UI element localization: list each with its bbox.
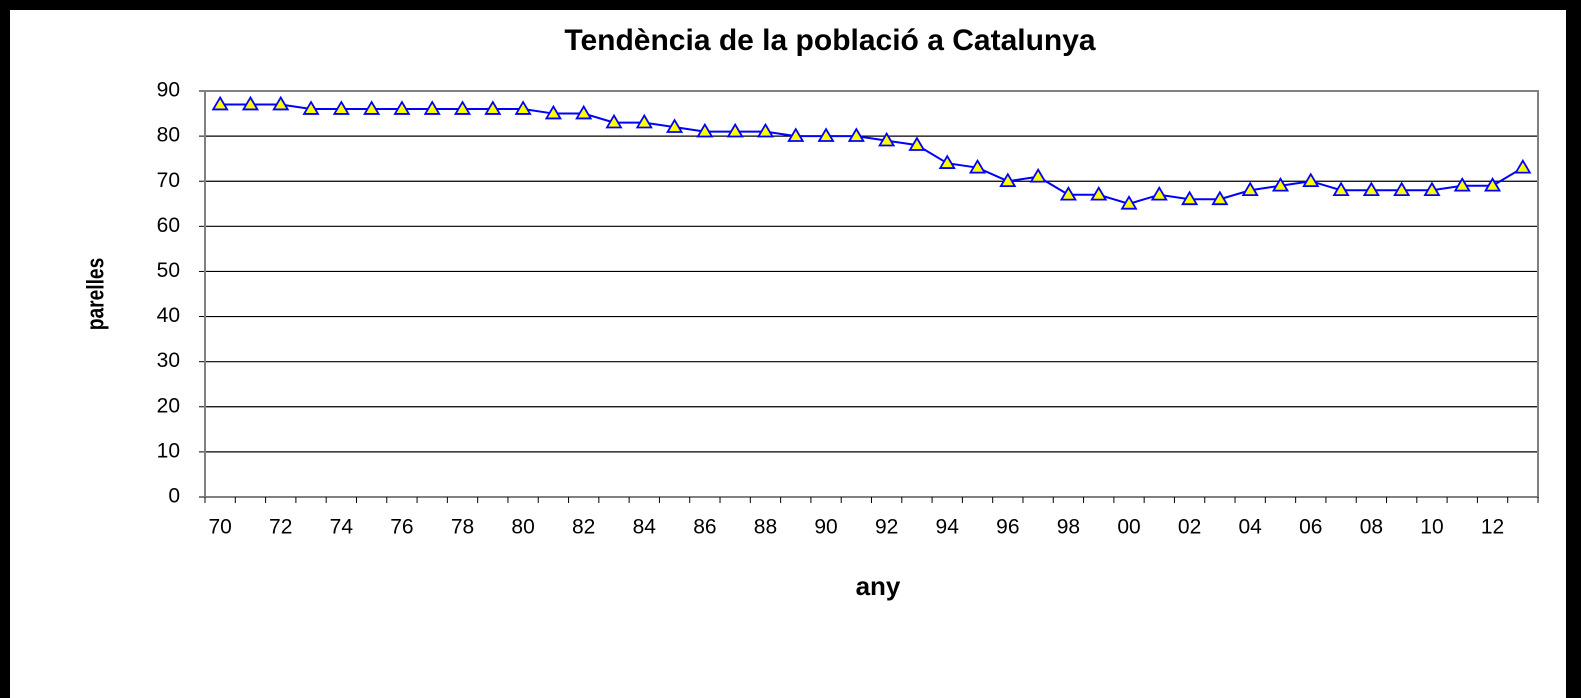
data-marker (666, 118, 684, 133)
y-tick-label: 40 (157, 304, 180, 327)
x-tick-label: 04 (1239, 516, 1263, 539)
x-tick-label: 70 (208, 516, 231, 539)
x-tick-label: 78 (451, 516, 474, 539)
data-marker (1029, 167, 1047, 183)
y-tick-label: 20 (157, 394, 180, 417)
data-marker (1181, 190, 1199, 206)
x-axis-label: any (856, 571, 901, 601)
x-tick-label: 74 (330, 516, 354, 539)
y-tick-label: 50 (157, 259, 180, 282)
x-tick-label: 06 (1299, 516, 1322, 539)
data-marker (938, 154, 956, 169)
x-tick-label: 02 (1178, 516, 1201, 539)
data-marker (1090, 185, 1108, 201)
data-marker (1120, 195, 1138, 210)
data-marker (878, 131, 896, 147)
y-tick-label: 0 (168, 485, 180, 508)
data-marker (332, 100, 350, 115)
y-tick-label: 70 (157, 169, 180, 192)
x-tick-label: 86 (693, 516, 716, 539)
x-tick-label: 08 (1360, 516, 1383, 539)
y-tick-label: 90 (157, 79, 180, 102)
x-tick-label: 76 (390, 516, 413, 539)
data-marker (1514, 158, 1532, 174)
data-marker (423, 100, 441, 115)
x-tick-label: 84 (633, 516, 657, 539)
data-marker (1483, 176, 1502, 192)
data-marker (726, 122, 744, 138)
x-tick-label: 82 (572, 516, 595, 539)
data-marker (393, 100, 411, 115)
data-marker (453, 100, 472, 115)
chart-background (10, 10, 1566, 698)
data-marker (211, 95, 229, 111)
data-marker (1211, 190, 1229, 206)
x-tick-label: 96 (996, 516, 1019, 539)
data-marker (1271, 176, 1290, 192)
data-marker (1453, 176, 1471, 192)
data-marker (968, 158, 987, 174)
data-marker (514, 100, 532, 115)
data-marker (1302, 172, 1320, 188)
data-marker (272, 95, 290, 111)
x-tick-label: 00 (1117, 516, 1140, 539)
y-tick-label: 80 (157, 124, 180, 147)
data-marker (302, 100, 320, 115)
x-tick-label: 90 (814, 516, 837, 539)
data-marker (544, 104, 562, 120)
data-marker (787, 127, 805, 142)
x-tick-label: 92 (875, 516, 898, 539)
x-tick-label: 80 (511, 516, 534, 539)
data-marker (1423, 181, 1441, 197)
y-axis-label: parelles (81, 258, 109, 331)
x-tick-label: 94 (936, 516, 960, 539)
data-marker (817, 127, 835, 142)
data-marker (1332, 181, 1350, 197)
chart-title: Tendència de la població a Catalunya (564, 24, 1096, 57)
data-marker (1150, 185, 1168, 201)
y-tick-label: 30 (157, 349, 180, 372)
data-marker (1241, 181, 1259, 197)
data-marker (1059, 185, 1077, 201)
x-tick-label: 98 (1057, 516, 1080, 539)
data-marker (999, 172, 1017, 188)
data-marker (1393, 181, 1411, 197)
data-marker (575, 104, 593, 120)
data-marker (1362, 181, 1380, 197)
data-marker (241, 95, 260, 111)
y-tick-label: 10 (157, 439, 180, 462)
x-tick-label: 12 (1481, 516, 1504, 539)
data-marker (605, 113, 623, 129)
data-marker (363, 100, 381, 115)
x-tick-label: 10 (1420, 516, 1443, 539)
y-tick-label: 60 (157, 214, 180, 237)
x-tick-label: 72 (269, 516, 292, 539)
x-tick-label: 88 (754, 516, 777, 539)
data-marker (696, 122, 714, 138)
data-marker (847, 127, 865, 142)
data-marker (484, 100, 502, 115)
data-marker (756, 122, 775, 138)
data-marker (635, 113, 653, 129)
data-marker (908, 136, 926, 151)
